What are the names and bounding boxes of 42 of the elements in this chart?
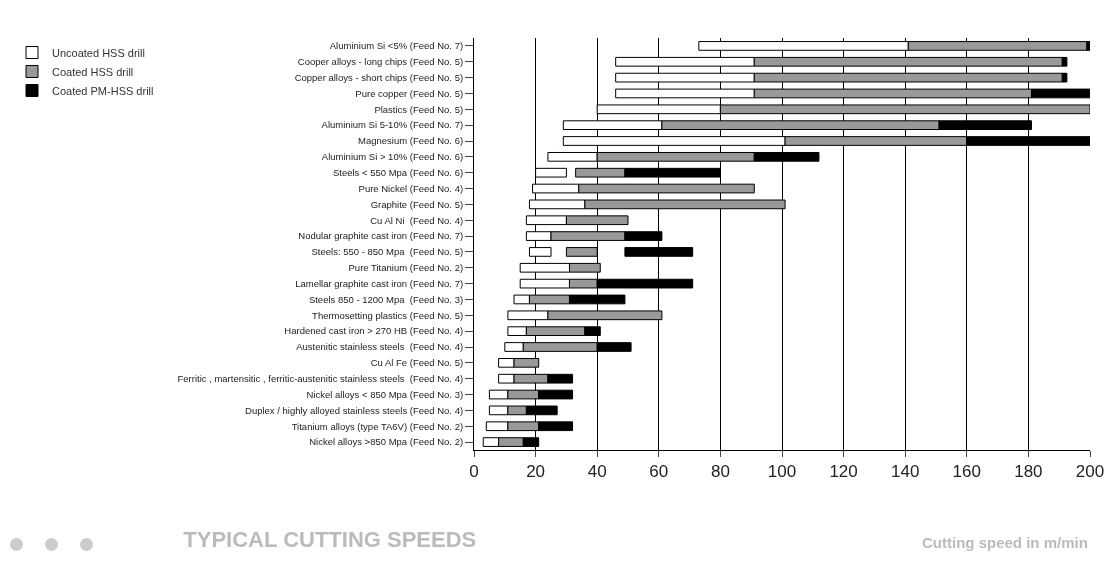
y-tick-label: Hardened cast iron > 270 HB (Feed No. 4) [284,325,464,337]
y-tick-label: Austenitic stainless steels (Feed No. 4) [296,341,464,353]
y-tick-label: Nickel alloys < 850 Mpa (Feed No. 3) [306,388,464,400]
x-tick-label: 160 [952,462,981,482]
y-tick-label: Pure Nickel (Feed No. 4) [358,182,464,194]
y-tick-label: Cooper alloys - long chips (Feed No. 5) [297,56,464,68]
legend-label: Uncoated HSS drill [52,46,145,59]
y-tick-label: Pure copper (Feed No. 5) [355,87,464,99]
legend-label: Coated HSS drill [52,65,134,78]
y-tick-label: Aluminium Si <5% (Feed No. 7) [329,40,464,52]
x-axis-title: Cutting speed in m/min [922,534,1088,551]
y-tick-label: Magnesium (Feed No. 6) [358,135,464,147]
y-tick-label: Steels: 550 - 850 Mpa (Feed No. 5) [311,246,464,258]
y-tick-label: Titanium alloys (type TA6V) (Feed No. 2) [291,420,464,432]
y-tick-label: Nodular graphite cast iron (Feed No. 7) [298,230,464,242]
x-tick-label: 80 [710,462,730,482]
x-tick-label: 20 [526,462,546,482]
legend-label: Coated PM-HSS drill [52,84,154,97]
x-tick-label: 200 [1075,462,1105,482]
x-tick-label: 0 [469,462,479,482]
x-tick-label: 100 [767,462,797,482]
y-tick-label: Thermosetting plastics (Feed No. 5) [312,309,464,321]
y-tick-label: Pure Titanium (Feed No. 2) [348,262,464,274]
y-tick-label: Steels < 550 Mpa (Feed No. 6) [332,167,464,179]
y-tick-label: Lamellar graphite cast iron (Feed No. 7) [295,277,464,289]
y-tick-label: Aluminium Si > 10% (Feed No. 6) [321,151,464,163]
y-tick-label: Ferritic , martensitic , ferritic-austenitic stainless steels (Feed No. 4) [177,373,464,385]
y-tick-label: Cu Al Fe (Feed No. 5) [370,357,464,369]
x-tick-label: 140 [891,462,920,482]
x-tick-label: 60 [649,462,669,482]
x-tick-label: 180 [1014,462,1043,482]
y-tick-label: Cu Al Ni (Feed No. 4) [370,214,464,226]
y-tick-label: Nickel alloys >850 Mpa (Feed No. 2) [309,436,464,448]
y-tick-label: Copper alloys - short chips (Feed No. 5) [294,71,464,83]
y-tick-label: Plastics (Feed No. 5) [374,103,464,115]
y-tick-label: Aluminium Si 5-10% (Feed No. 7) [321,119,464,131]
y-tick-label: Steels 850 - 1200 Mpa (Feed No. 3) [308,293,464,305]
x-tick-label: 120 [829,462,858,482]
x-tick-label: 40 [587,462,607,482]
y-tick-label: Duplex / highly alloyed stainless steels (Feed No. 4) [245,404,464,416]
text: TYPICAL CUTTING SPEEDS [183,527,477,553]
y-tick-label: Graphite (Feed No. 5) [370,198,464,210]
